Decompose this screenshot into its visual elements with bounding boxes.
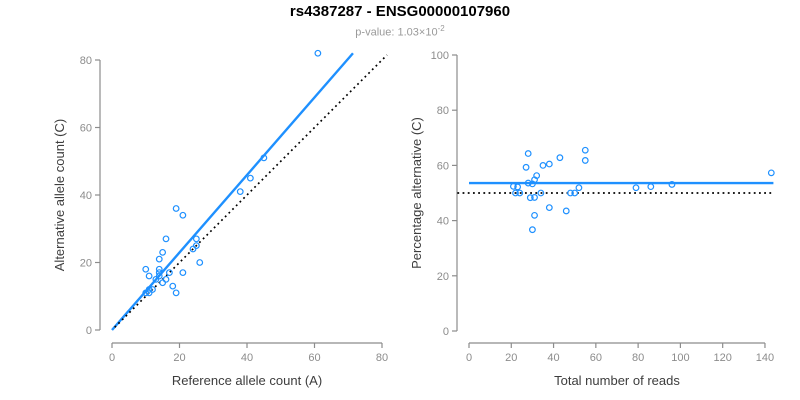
data-point (531, 194, 538, 201)
data-point (162, 275, 170, 283)
figure-header: rs4387287 - ENSG00000107960 p-value: 1.0… (0, 3, 800, 40)
data-point (767, 169, 775, 177)
pvalue-value: 1.03×10 (397, 26, 438, 39)
x-tick-label: 120 (714, 352, 732, 364)
y-tick-label: 20 (437, 271, 449, 283)
figure-title: rs4387287 - ENSG00000107960 (289, 3, 511, 20)
data-point (172, 289, 180, 297)
data-point (522, 163, 530, 171)
y-axis-title: Alternative allele count (C) (52, 119, 67, 271)
data-point (260, 154, 268, 162)
data-point (539, 161, 547, 169)
data-point (581, 157, 589, 164)
pvalue-exponent: -2 (437, 24, 445, 33)
data-point (567, 189, 574, 197)
left-scatter-plot: 0 20 40 60 80 0 20 40 60 80 Reference allele count… (52, 49, 388, 388)
y-tick-label: 0 (443, 326, 449, 338)
y-axis-title: Percentage alternative (C) (409, 117, 424, 269)
x-tick-label: 60 (308, 352, 320, 364)
x-tick-label: 60 (590, 352, 602, 364)
y-tick-label: 80 (437, 105, 449, 117)
pvalue-subtitle: p-value: 1.03×10-2 (0, 22, 800, 40)
right-scatter-plot: 0 20 40 60 80 100 120 140 0 20 40 60 80 100 Total numb… (409, 50, 775, 388)
data-point (514, 183, 522, 191)
y-tick-label: 40 (437, 216, 449, 228)
data-point (179, 211, 187, 219)
data-point (145, 289, 153, 297)
y-tick-label: 20 (80, 258, 92, 270)
data-point (516, 189, 524, 197)
data-point (647, 183, 655, 191)
x-tick-label: 140 (756, 352, 774, 364)
x-tick-label: 80 (376, 352, 388, 364)
data-point (529, 226, 536, 234)
data-point (509, 182, 517, 190)
data-point (581, 146, 589, 154)
data-point (189, 245, 197, 253)
data-point (537, 189, 545, 197)
data-point (162, 235, 170, 243)
data-point (571, 189, 579, 197)
data-point (142, 289, 150, 297)
data-point (575, 184, 583, 192)
data-point (145, 272, 153, 280)
data-point (524, 150, 532, 157)
data-point (524, 179, 532, 187)
data-point (192, 242, 200, 250)
x-axis-title: Total number of reads (554, 373, 680, 388)
fit-line (111, 52, 354, 331)
data-point (172, 205, 180, 212)
y-tick-label: 40 (80, 190, 92, 202)
data-point (192, 235, 200, 243)
data-point (556, 154, 564, 162)
data-point (196, 259, 204, 266)
data-point (155, 272, 163, 280)
data-point (169, 282, 177, 290)
data-point (314, 49, 322, 57)
x-tick-label: 20 (505, 352, 517, 364)
data-point (159, 248, 167, 256)
data-point (145, 286, 153, 293)
data-point (545, 204, 553, 212)
x-tick-label: 80 (632, 352, 644, 364)
y-tick-label: 60 (437, 160, 449, 172)
x-tick-label: 40 (241, 352, 253, 364)
pvalue-label: p-value: (355, 26, 395, 39)
data-point (152, 275, 160, 283)
data-point (155, 269, 163, 277)
x-tick-label: 0 (466, 352, 472, 364)
data-point (246, 174, 254, 182)
x-tick-label: 100 (671, 352, 689, 364)
y-tick-label: 60 (80, 123, 92, 135)
data-point (512, 189, 519, 197)
data-point (142, 265, 150, 273)
y-tick-label: 0 (86, 325, 92, 337)
y-tick-label: 100 (431, 50, 449, 62)
data-point (155, 255, 163, 263)
identity-line (114, 54, 388, 328)
data-point (632, 184, 640, 192)
data-point (149, 286, 156, 293)
data-point (165, 269, 173, 277)
data-point (179, 269, 187, 277)
data-point (545, 160, 553, 168)
y-tick-label: 80 (80, 55, 92, 67)
x-tick-label: 0 (109, 352, 115, 364)
data-point (668, 181, 676, 188)
data-point (236, 188, 244, 196)
data-point (155, 265, 163, 273)
data-point (526, 194, 534, 202)
data-point (531, 211, 538, 219)
data-point (159, 279, 167, 287)
x-axis-title: Reference allele count (A) (172, 373, 322, 388)
data-point (529, 180, 536, 188)
x-tick-label: 40 (547, 352, 559, 364)
x-tick-label: 20 (173, 352, 185, 364)
data-point (562, 207, 570, 215)
